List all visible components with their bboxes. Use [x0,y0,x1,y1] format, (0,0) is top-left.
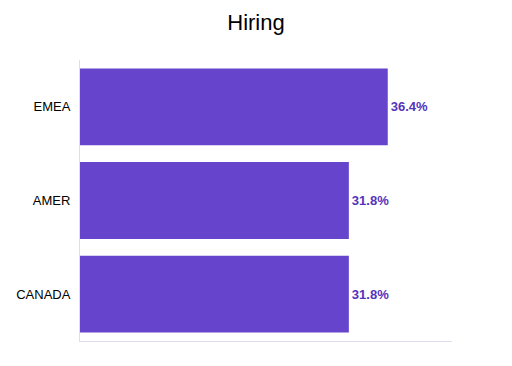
svg-text:31.8%: 31.8% [352,287,389,302]
svg-text:CANADA: CANADA [16,287,71,302]
svg-text:36.4%: 36.4% [391,99,428,114]
svg-text:AMER: AMER [33,193,71,208]
svg-text:31.8%: 31.8% [352,193,389,208]
svg-text:Hiring: Hiring [227,10,284,35]
svg-text:EMEA: EMEA [34,99,71,114]
